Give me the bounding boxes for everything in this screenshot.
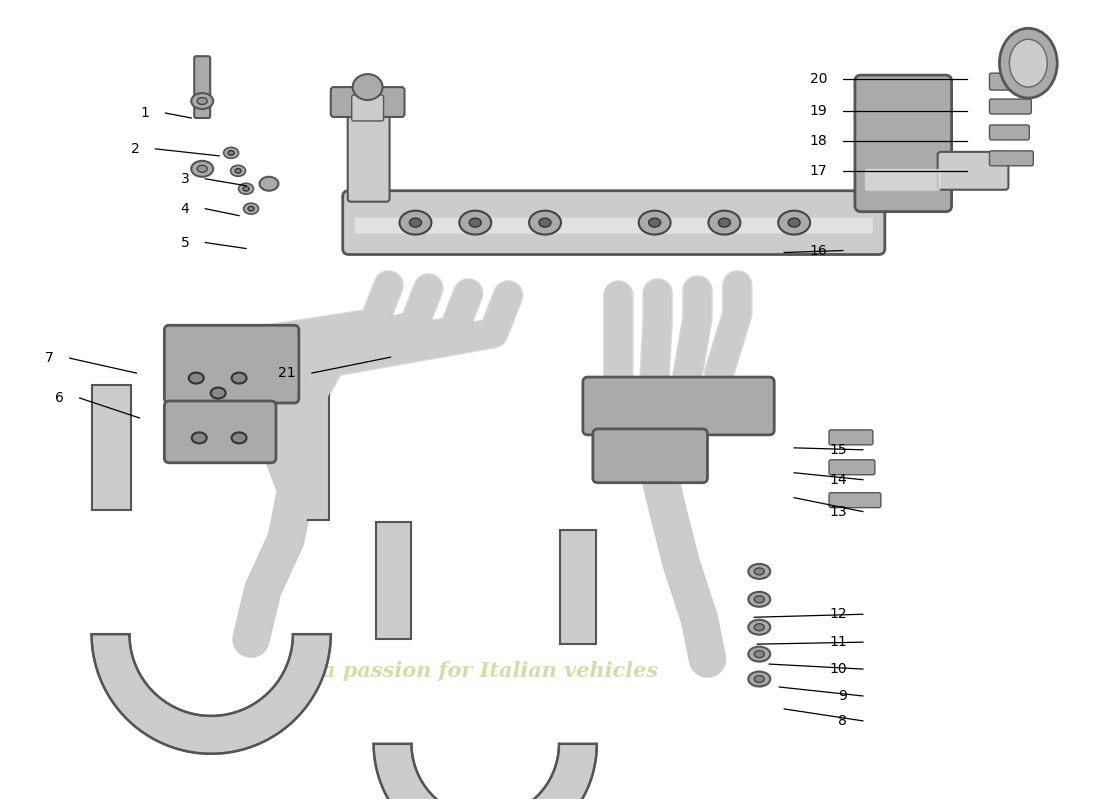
- Text: 5: 5: [180, 235, 189, 250]
- FancyBboxPatch shape: [990, 125, 1030, 140]
- FancyBboxPatch shape: [354, 218, 873, 234]
- Text: 19: 19: [810, 104, 827, 118]
- Ellipse shape: [639, 210, 671, 234]
- Ellipse shape: [228, 150, 234, 155]
- FancyBboxPatch shape: [829, 493, 881, 508]
- Bar: [560, 530, 596, 644]
- FancyBboxPatch shape: [990, 73, 1042, 90]
- Text: 7: 7: [45, 351, 54, 365]
- Ellipse shape: [649, 218, 661, 227]
- Ellipse shape: [755, 568, 764, 575]
- FancyBboxPatch shape: [937, 152, 1009, 190]
- Ellipse shape: [460, 210, 492, 234]
- Ellipse shape: [232, 432, 246, 443]
- Text: 3: 3: [180, 172, 189, 186]
- FancyBboxPatch shape: [343, 190, 884, 254]
- Text: 12: 12: [829, 607, 847, 622]
- FancyBboxPatch shape: [331, 87, 405, 117]
- FancyBboxPatch shape: [164, 401, 276, 462]
- FancyBboxPatch shape: [865, 169, 940, 190]
- Ellipse shape: [211, 387, 226, 398]
- Ellipse shape: [748, 671, 770, 686]
- Ellipse shape: [539, 218, 551, 227]
- Ellipse shape: [748, 592, 770, 606]
- Text: 20: 20: [810, 72, 827, 86]
- Text: 10: 10: [829, 662, 847, 676]
- Ellipse shape: [189, 373, 204, 383]
- FancyBboxPatch shape: [195, 56, 210, 118]
- Ellipse shape: [748, 564, 770, 579]
- Bar: [91, 385, 132, 510]
- Ellipse shape: [755, 675, 764, 682]
- Bar: [289, 380, 329, 519]
- Polygon shape: [91, 634, 331, 754]
- FancyBboxPatch shape: [990, 151, 1033, 166]
- Ellipse shape: [260, 177, 278, 190]
- Ellipse shape: [249, 206, 254, 211]
- Bar: [375, 522, 411, 639]
- FancyBboxPatch shape: [829, 460, 874, 474]
- Ellipse shape: [235, 169, 241, 173]
- Text: 15: 15: [829, 443, 847, 457]
- Text: 1: 1: [141, 106, 150, 120]
- FancyBboxPatch shape: [164, 326, 299, 403]
- Text: 18: 18: [810, 134, 827, 148]
- Ellipse shape: [748, 620, 770, 634]
- Ellipse shape: [708, 210, 740, 234]
- Ellipse shape: [778, 210, 810, 234]
- Polygon shape: [374, 744, 597, 800]
- FancyBboxPatch shape: [583, 377, 774, 435]
- Text: 8: 8: [838, 714, 847, 728]
- FancyBboxPatch shape: [829, 430, 873, 445]
- Ellipse shape: [191, 161, 213, 177]
- Ellipse shape: [748, 646, 770, 662]
- Ellipse shape: [789, 218, 800, 227]
- Ellipse shape: [191, 93, 213, 109]
- Text: 13: 13: [829, 505, 847, 518]
- FancyBboxPatch shape: [352, 95, 384, 121]
- Ellipse shape: [243, 203, 258, 214]
- Text: 17: 17: [810, 164, 827, 178]
- FancyBboxPatch shape: [593, 429, 707, 482]
- Ellipse shape: [191, 432, 207, 443]
- Ellipse shape: [755, 624, 764, 630]
- Ellipse shape: [409, 218, 421, 227]
- Text: a passion for Italian vehicles: a passion for Italian vehicles: [322, 661, 658, 681]
- Text: 21: 21: [278, 366, 296, 380]
- Ellipse shape: [239, 183, 253, 194]
- Ellipse shape: [529, 210, 561, 234]
- Ellipse shape: [243, 186, 249, 191]
- Text: 11: 11: [829, 635, 847, 649]
- Ellipse shape: [197, 166, 207, 172]
- Text: 9: 9: [838, 689, 847, 703]
- Text: 6: 6: [55, 391, 64, 405]
- FancyBboxPatch shape: [990, 99, 1032, 114]
- FancyBboxPatch shape: [855, 75, 952, 212]
- Ellipse shape: [1000, 28, 1057, 98]
- Text: 4: 4: [180, 202, 189, 216]
- Ellipse shape: [353, 74, 383, 100]
- Ellipse shape: [718, 218, 730, 227]
- Ellipse shape: [755, 650, 764, 658]
- Ellipse shape: [755, 596, 764, 602]
- Ellipse shape: [232, 373, 246, 383]
- Ellipse shape: [197, 98, 207, 105]
- Ellipse shape: [470, 218, 481, 227]
- Ellipse shape: [231, 166, 245, 176]
- Ellipse shape: [223, 147, 239, 158]
- Text: 16: 16: [810, 243, 827, 258]
- Text: 14: 14: [829, 473, 847, 486]
- Text: 2: 2: [131, 142, 140, 156]
- Ellipse shape: [1010, 39, 1047, 87]
- Ellipse shape: [399, 210, 431, 234]
- FancyBboxPatch shape: [348, 114, 389, 202]
